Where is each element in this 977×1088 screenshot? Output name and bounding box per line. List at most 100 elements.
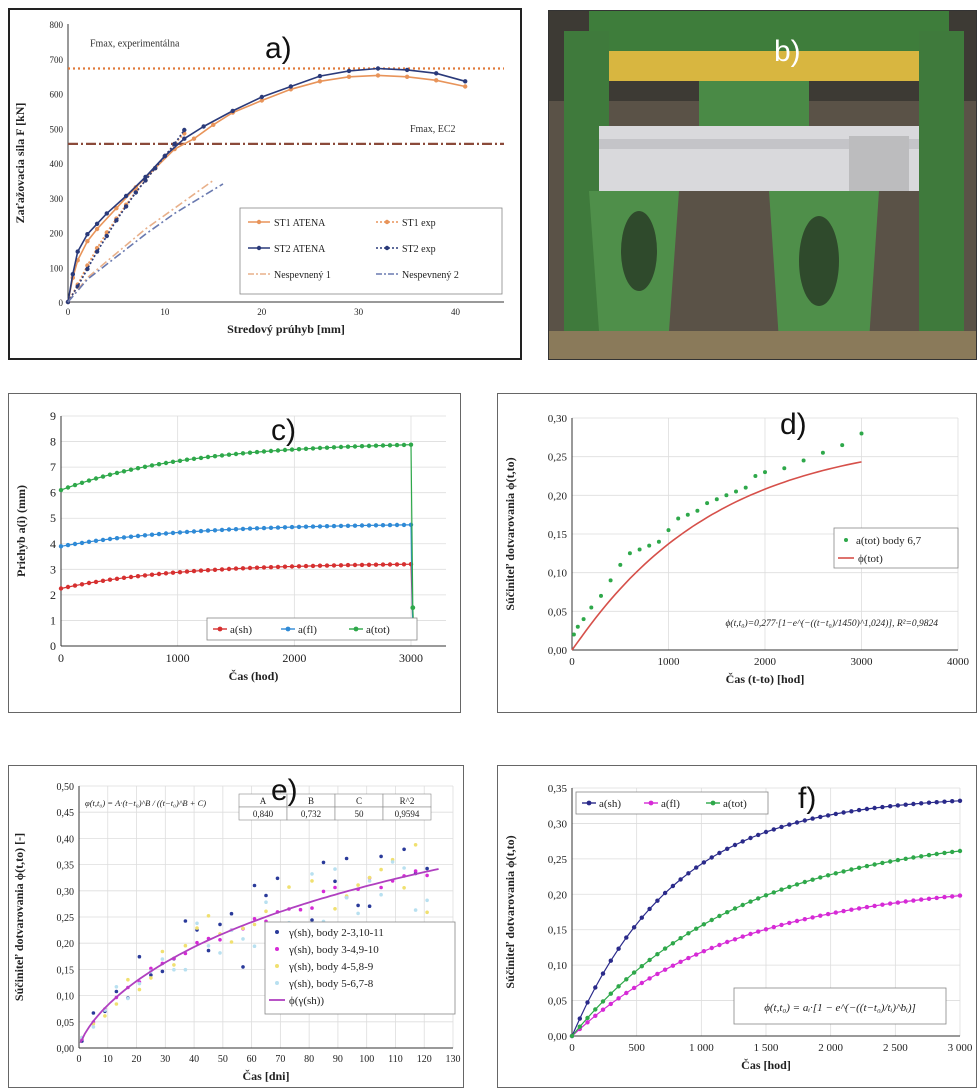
data-point xyxy=(725,846,730,851)
legend-label: a(sh) xyxy=(230,624,252,636)
data-point xyxy=(303,563,309,569)
data-point xyxy=(359,444,365,449)
data-point xyxy=(317,445,323,451)
data-point xyxy=(198,528,204,534)
data-point xyxy=(732,906,738,911)
data-point xyxy=(864,863,870,869)
data-point xyxy=(627,551,632,556)
data-point xyxy=(195,926,199,930)
data-point xyxy=(740,902,745,908)
data-point xyxy=(926,896,932,901)
data-point xyxy=(380,562,386,567)
data-point xyxy=(289,524,295,530)
legend-box xyxy=(206,617,418,641)
data-point xyxy=(717,850,722,856)
data-point xyxy=(911,898,916,903)
photo-b-illustration: b) xyxy=(549,11,976,359)
legend-label: ST2 exp xyxy=(402,244,436,255)
data-point xyxy=(170,570,176,575)
press-top-beam xyxy=(589,11,949,51)
data-point xyxy=(581,617,586,622)
y-tick-label: 0 xyxy=(50,639,56,653)
param-header: A xyxy=(260,796,267,806)
data-point xyxy=(895,803,901,808)
data-point xyxy=(296,564,302,569)
data-point xyxy=(895,857,901,863)
data-point xyxy=(373,562,379,567)
param-header: B xyxy=(308,796,314,806)
data-point xyxy=(156,531,162,537)
data-point xyxy=(575,624,580,629)
data-point xyxy=(65,542,71,548)
formula-text: ϕ(t,t₀) = aᵢ·[1 − e^(−((t−t₀)/tᵢ)^bᵢ)] xyxy=(764,1002,916,1014)
data-point xyxy=(338,523,344,529)
data-point xyxy=(880,902,885,907)
data-point xyxy=(647,906,652,912)
support-left-hole xyxy=(621,211,657,291)
data-point xyxy=(252,917,257,921)
data-point xyxy=(662,946,668,951)
data-point xyxy=(72,583,78,588)
y-tick-label: 0,20 xyxy=(548,490,568,502)
data-point xyxy=(211,122,216,128)
data-point xyxy=(143,178,148,183)
x-axis-label: Stredový prúhyb [mm] xyxy=(227,322,345,336)
data-point xyxy=(172,963,176,967)
legend-label: ST1 ATENA xyxy=(274,218,326,229)
data-point xyxy=(404,74,410,80)
y-tick-label: 0,10 xyxy=(548,960,568,972)
y-tick-label: 500 xyxy=(50,124,64,134)
panel-label-d: d) xyxy=(780,408,807,441)
data-point xyxy=(345,562,351,568)
data-point xyxy=(571,632,576,637)
x-axis-label: Čas [dni] xyxy=(242,1069,289,1083)
data-point xyxy=(121,535,127,540)
data-point xyxy=(282,564,288,569)
data-point xyxy=(183,919,188,923)
x-tick-label: 500 xyxy=(628,1042,645,1054)
data-point xyxy=(608,1001,613,1007)
data-point xyxy=(624,990,629,996)
data-point xyxy=(950,894,955,899)
data-point xyxy=(367,875,372,880)
x-tick-label: 120 xyxy=(417,1054,432,1065)
data-point xyxy=(128,467,134,472)
data-point xyxy=(344,856,349,861)
data-point xyxy=(230,108,235,114)
data-point xyxy=(114,206,119,211)
data-point xyxy=(725,910,730,915)
data-point xyxy=(379,892,383,897)
legend-label: a(fl) xyxy=(661,798,680,810)
legend-marker xyxy=(217,626,223,632)
x-tick-label: 4000 xyxy=(947,656,970,668)
data-point xyxy=(282,525,288,530)
data-point xyxy=(317,73,323,79)
data-point xyxy=(128,574,134,580)
data-point xyxy=(599,593,603,598)
data-point xyxy=(114,536,120,541)
data-point xyxy=(240,566,246,571)
y-tick-label: 0,35 xyxy=(57,861,75,872)
data-point xyxy=(911,855,916,860)
data-point xyxy=(184,569,190,574)
data-point xyxy=(942,799,947,804)
data-point xyxy=(670,963,676,968)
data-point xyxy=(787,920,792,926)
data-point xyxy=(100,537,106,543)
data-point xyxy=(114,218,119,223)
data-point xyxy=(818,814,823,820)
data-point xyxy=(254,565,260,570)
data-point xyxy=(872,805,877,811)
data-point xyxy=(298,907,303,912)
data-point xyxy=(198,455,204,461)
data-point xyxy=(856,865,862,870)
data-point xyxy=(226,452,232,457)
data-point xyxy=(401,562,407,567)
data-point xyxy=(404,67,410,73)
data-point xyxy=(872,903,877,909)
data-point xyxy=(356,911,360,916)
y-tick-label: 0,15 xyxy=(548,925,568,937)
y-tick-label: 0,10 xyxy=(548,568,568,580)
data-point xyxy=(233,527,239,532)
data-point xyxy=(100,578,106,583)
